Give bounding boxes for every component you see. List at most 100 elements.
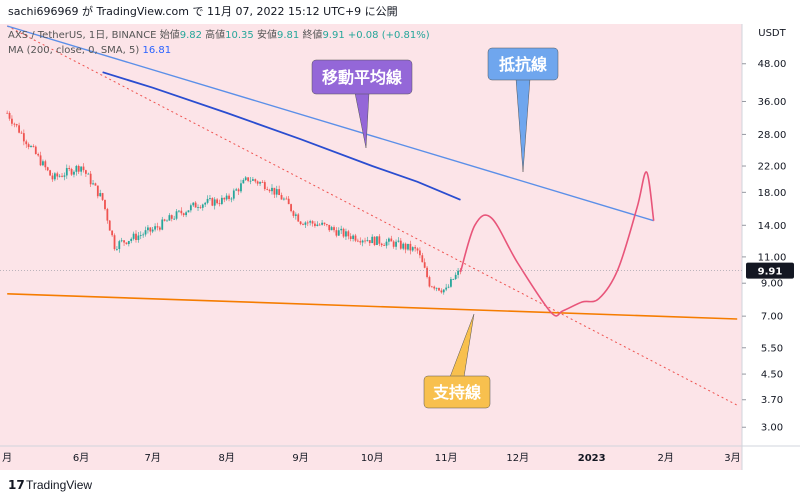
candle-body-up <box>99 193 102 197</box>
candle-body-up <box>178 210 180 212</box>
price-axis-background <box>742 24 800 470</box>
candle-body-up <box>73 171 75 175</box>
candle-body-up <box>42 161 44 166</box>
candle-body-down <box>254 179 257 182</box>
support-annotation-box <box>423 375 491 409</box>
candle-body-up <box>387 238 390 242</box>
price-tick-label: 48.00 <box>758 59 787 70</box>
candle-body-up <box>411 247 414 251</box>
price-tick-label: 36.00 <box>758 97 787 108</box>
candle-body-up <box>118 241 121 250</box>
candle-body-up <box>445 287 448 290</box>
candle-body-down <box>392 241 395 247</box>
candle-body-down <box>419 250 421 256</box>
candle-body-up <box>144 230 147 235</box>
candle-body-down <box>256 181 259 184</box>
candle-body-down <box>163 219 166 221</box>
change-value: +0.08 (+0.81%) <box>347 30 430 41</box>
candle-body-up <box>185 212 187 216</box>
publish-text: sachi696969 が TradingView.com で 11月 07, … <box>8 5 398 18</box>
publish-header: sachi696969 が TradingView.com で 11月 07, … <box>0 0 800 24</box>
candle-body-up <box>397 240 400 242</box>
candle-body-down <box>34 146 37 155</box>
price-tick-label: 18.00 <box>758 188 787 199</box>
candle-body-up <box>137 235 140 241</box>
price-tick-label: 4.50 <box>761 370 783 381</box>
candle-body-down <box>82 166 85 171</box>
tradingview-logo-icon: 17 <box>8 478 25 492</box>
time-tick-label: 9月 <box>292 452 308 464</box>
candle-body-down <box>285 198 288 200</box>
candle-body-down <box>27 144 30 148</box>
candle-body-down <box>68 168 71 169</box>
candle-body-up <box>232 190 235 199</box>
candle-body-up <box>371 236 374 244</box>
candle-body-up <box>330 227 333 231</box>
price-chart[interactable]: USDT 48.00 36.00 28.00 22.00 18.00 14.00 11.00 9… <box>0 24 800 470</box>
time-tick-label: 2023 <box>578 453 606 464</box>
support-line <box>7 293 738 320</box>
candle-body-up <box>87 173 90 175</box>
candle-body-up <box>220 197 223 204</box>
candle-body-up <box>249 180 252 182</box>
candle-body-down <box>223 197 226 200</box>
time-tick-label: 3月 <box>724 452 740 464</box>
candle-body-up <box>304 222 307 225</box>
candle-body-up <box>75 165 78 172</box>
tradingview-brand[interactable]: TradingView <box>26 478 93 492</box>
candle-body-down <box>211 198 214 206</box>
candle-body-up <box>30 145 32 148</box>
candle-body-down <box>89 173 92 185</box>
chart-background <box>0 24 742 470</box>
candle-body-down <box>228 195 230 199</box>
ma-annotation-text: 移動平均線 <box>322 68 402 87</box>
candle-body-up <box>454 274 457 280</box>
candle-body-up <box>189 205 192 211</box>
candle-body-down <box>106 209 109 221</box>
candle-body-up <box>283 198 285 200</box>
price-tick-label: 28.00 <box>758 130 787 141</box>
candle-body-down <box>37 154 40 156</box>
candle-body-down <box>314 223 316 227</box>
high-value: 10.35 <box>225 30 254 41</box>
chart-area[interactable]: USDT 48.00 36.00 28.00 22.00 18.00 14.00 11.00 9… <box>0 24 800 470</box>
candle-body-down <box>263 182 266 190</box>
candle-body-up <box>252 179 254 181</box>
candle-body-up <box>147 227 149 231</box>
candle-body-up <box>142 234 145 236</box>
candle-body-down <box>180 210 183 214</box>
candle-body-down <box>287 198 290 205</box>
candle-body-up <box>175 211 178 219</box>
candle-body-up <box>151 229 154 232</box>
resistance-annotation: 抵抗線 <box>487 47 559 173</box>
candle-body-up <box>173 218 176 220</box>
candle-body-up <box>209 198 211 199</box>
candle-body-down <box>96 185 99 197</box>
candle-body-up <box>154 226 156 230</box>
current-price-label: 9.91 <box>758 267 783 278</box>
candle-body-up <box>168 215 171 221</box>
candle-body-down <box>399 240 402 249</box>
candle-body-down <box>13 123 16 125</box>
candle-body-down <box>325 224 328 225</box>
candle-body-down <box>335 230 338 236</box>
support-annotation: 支持線 <box>423 313 491 409</box>
candle-body-down <box>247 177 250 181</box>
price-axis-unit: USDT <box>758 28 786 39</box>
candle-body-down <box>278 189 281 196</box>
ma-indicator-label[interactable]: MA (200, close, 0, SMA, 5) <box>8 45 140 56</box>
candle-body-up <box>235 189 238 191</box>
candle-body-down <box>311 221 314 224</box>
candle-body-up <box>275 189 278 195</box>
candle-body-down <box>8 112 11 119</box>
candle-body-down <box>111 230 114 236</box>
candle-body-down <box>51 175 54 180</box>
candle-body-down <box>49 170 52 176</box>
candle-body-up <box>127 241 130 245</box>
candle-body-down <box>266 189 269 190</box>
candle-body-up <box>457 270 459 275</box>
candle-body-up <box>187 210 190 213</box>
symbol-label[interactable]: AXS / TetherUS, 1日, BINANCE <box>8 30 157 41</box>
candle-body-up <box>385 241 388 246</box>
candle-body-down <box>22 133 25 142</box>
